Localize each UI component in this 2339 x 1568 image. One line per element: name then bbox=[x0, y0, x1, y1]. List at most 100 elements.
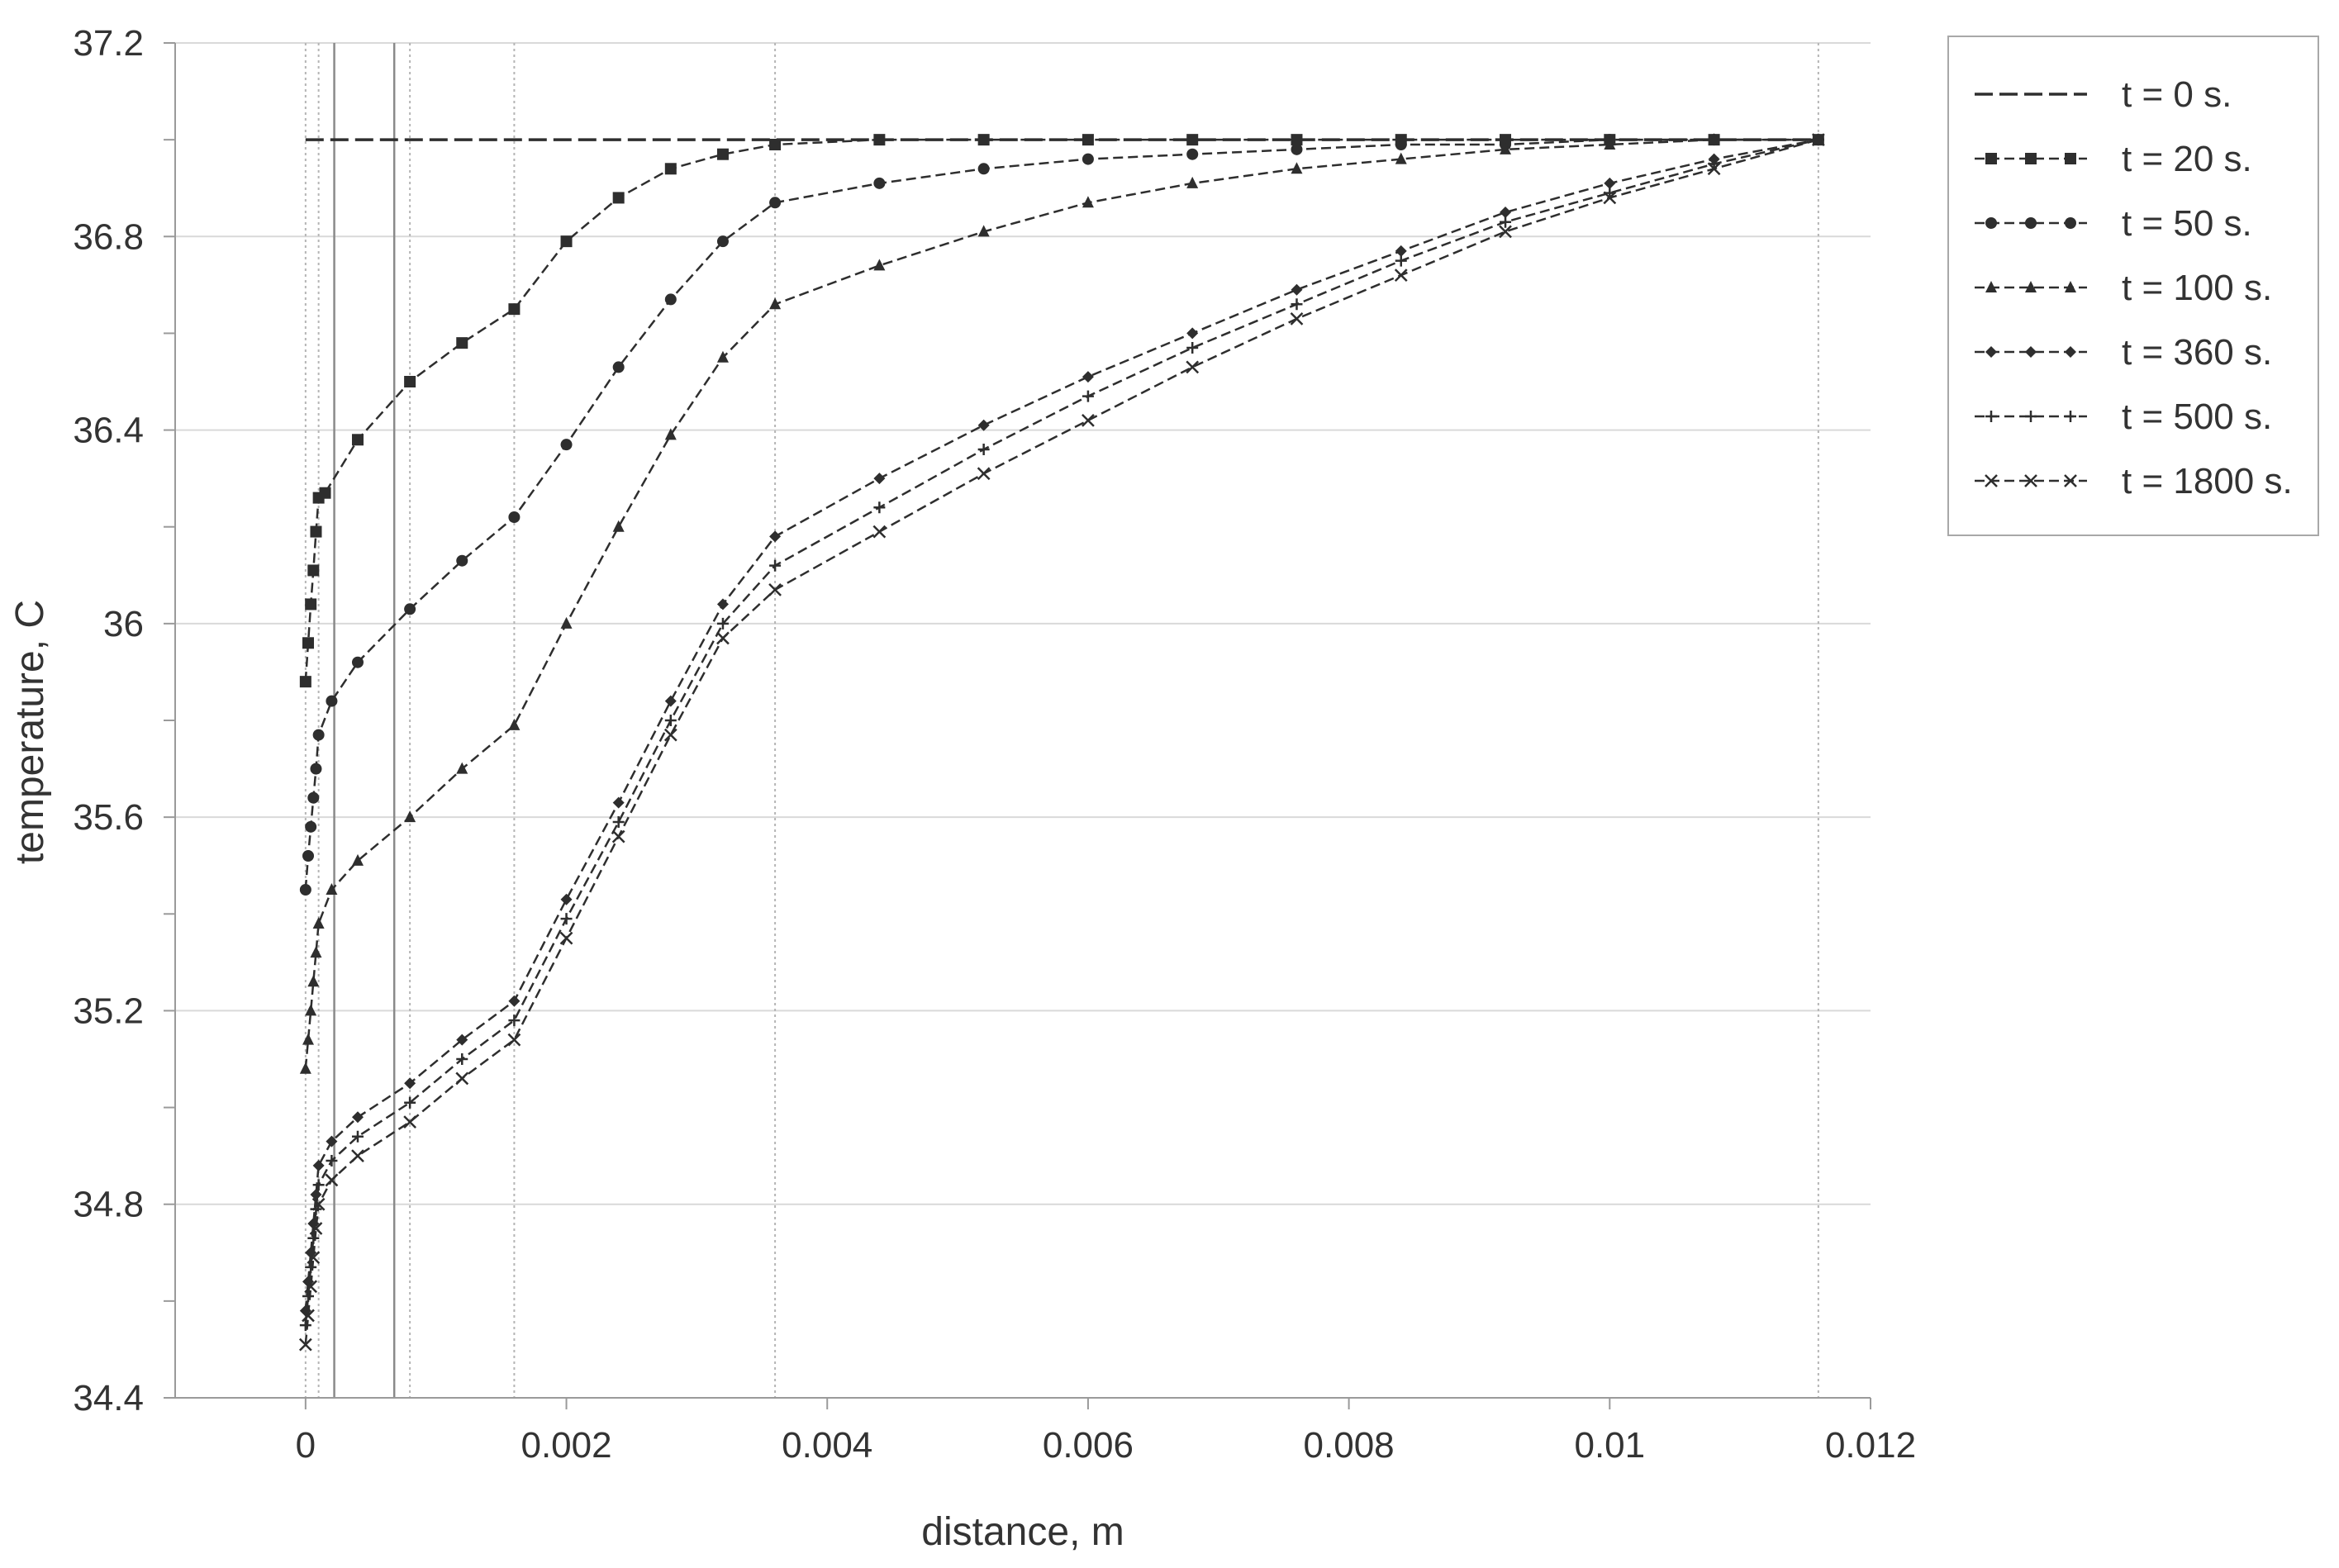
point-plus bbox=[307, 1232, 320, 1244]
point-triangle bbox=[302, 1033, 315, 1045]
point-diamond bbox=[977, 419, 990, 431]
point-triangle bbox=[2025, 281, 2037, 292]
point-square bbox=[612, 192, 625, 204]
point-circle bbox=[2065, 217, 2076, 229]
point-diamond bbox=[1500, 207, 1512, 218]
point-square bbox=[977, 134, 990, 146]
point-plus bbox=[351, 1130, 364, 1143]
point-cross bbox=[507, 1033, 521, 1047]
legend-item: t = 1800 s. bbox=[1975, 461, 2293, 501]
y-tick-label: 35.2 bbox=[73, 991, 144, 1031]
point-diamond bbox=[456, 1033, 468, 1046]
x-tick-label: 0.004 bbox=[782, 1425, 872, 1466]
point-square bbox=[508, 303, 521, 316]
point-square bbox=[305, 598, 317, 611]
legend-label: t = 360 s. bbox=[2122, 332, 2272, 373]
point-cross bbox=[1811, 133, 1825, 147]
point-plus bbox=[310, 1203, 322, 1215]
y-tick-label: 37.2 bbox=[73, 23, 144, 64]
point-cross bbox=[403, 1115, 417, 1129]
y-axis-title: temperature, C bbox=[8, 600, 52, 864]
point-cross bbox=[1499, 225, 1512, 239]
x-tick-label: 0.002 bbox=[521, 1425, 611, 1466]
point-plus bbox=[1985, 411, 1997, 422]
point-diamond bbox=[1291, 283, 1303, 296]
point-circle bbox=[664, 293, 677, 306]
point-square bbox=[1985, 153, 1997, 164]
point-plus bbox=[560, 913, 573, 925]
point-circle bbox=[1082, 153, 1094, 165]
point-diamond bbox=[508, 995, 521, 1007]
point-plus bbox=[769, 559, 782, 572]
y-tick-label: 36 bbox=[103, 604, 144, 644]
point-plus bbox=[1082, 390, 1094, 402]
point-square bbox=[351, 434, 364, 446]
point-diamond bbox=[1186, 327, 1199, 340]
legend: t = 0 s. t = 20 s. t = 50 s. t = 100 s. t = … bbox=[1947, 36, 2319, 536]
x-tick-label: 0.012 bbox=[1825, 1425, 1916, 1466]
point-square bbox=[716, 148, 729, 160]
point-plus bbox=[1500, 216, 1512, 228]
point-cross bbox=[309, 1222, 323, 1235]
point-triangle bbox=[612, 520, 625, 532]
point-plus bbox=[456, 1053, 468, 1065]
point-diamond bbox=[716, 598, 729, 611]
legend-item: t = 500 s. bbox=[1975, 397, 2272, 437]
point-cross bbox=[1290, 311, 1304, 325]
point-triangle bbox=[1500, 142, 1512, 154]
y-tick-label: 35.6 bbox=[73, 797, 144, 838]
point-circle bbox=[456, 554, 468, 567]
point-diamond bbox=[2065, 346, 2076, 358]
point-plus bbox=[305, 1261, 317, 1273]
point-circle bbox=[299, 884, 311, 896]
point-cross bbox=[1707, 162, 1721, 176]
point-circle bbox=[1395, 139, 1407, 150]
point-cross bbox=[559, 931, 573, 945]
point-diamond bbox=[769, 530, 782, 543]
point-cross bbox=[2024, 474, 2037, 487]
point-circle bbox=[310, 763, 322, 775]
point-circle bbox=[1186, 148, 1199, 160]
point-triangle bbox=[307, 975, 320, 987]
legend-item: t = 50 s. bbox=[1975, 203, 2252, 244]
point-plus bbox=[1291, 298, 1303, 311]
legend-label: t = 500 s. bbox=[2122, 397, 2272, 437]
point-triangle bbox=[310, 946, 322, 958]
point-cross bbox=[1985, 474, 1998, 487]
point-square bbox=[404, 376, 416, 387]
point-cross bbox=[1394, 268, 1408, 283]
point-cross bbox=[768, 582, 782, 596]
point-square bbox=[873, 134, 886, 146]
point-square bbox=[456, 337, 468, 349]
series-3 bbox=[299, 133, 1824, 1074]
legend-item: t = 20 s. bbox=[1975, 139, 2252, 179]
legend-item: t = 0 s. bbox=[1975, 74, 2232, 115]
point-circle bbox=[1985, 217, 1997, 229]
point-triangle bbox=[1395, 152, 1407, 164]
point-circle bbox=[305, 820, 317, 833]
point-plus bbox=[977, 444, 990, 455]
y-tick-label: 34.4 bbox=[73, 1378, 144, 1418]
point-triangle bbox=[716, 350, 729, 363]
legend-label: t = 20 s. bbox=[2122, 139, 2252, 179]
x-tick-label: 0.006 bbox=[1043, 1425, 1134, 1466]
point-triangle bbox=[1604, 138, 1616, 150]
series-2 bbox=[299, 134, 1824, 896]
point-cross bbox=[311, 1197, 326, 1211]
point-plus bbox=[664, 715, 677, 726]
point-plus bbox=[312, 1179, 325, 1191]
point-plus bbox=[326, 1155, 338, 1166]
point-triangle bbox=[2065, 281, 2076, 292]
point-triangle bbox=[977, 225, 990, 237]
point-plus bbox=[612, 816, 625, 828]
point-square bbox=[1082, 134, 1094, 146]
point-triangle bbox=[1291, 162, 1303, 174]
point-square bbox=[560, 235, 573, 248]
point-square bbox=[1186, 134, 1199, 146]
point-square bbox=[1291, 134, 1303, 146]
series-layer bbox=[298, 133, 1825, 1352]
point-cross bbox=[302, 1309, 315, 1323]
point-cross bbox=[716, 631, 730, 645]
point-cross bbox=[304, 1280, 318, 1294]
point-triangle bbox=[1708, 133, 1720, 145]
